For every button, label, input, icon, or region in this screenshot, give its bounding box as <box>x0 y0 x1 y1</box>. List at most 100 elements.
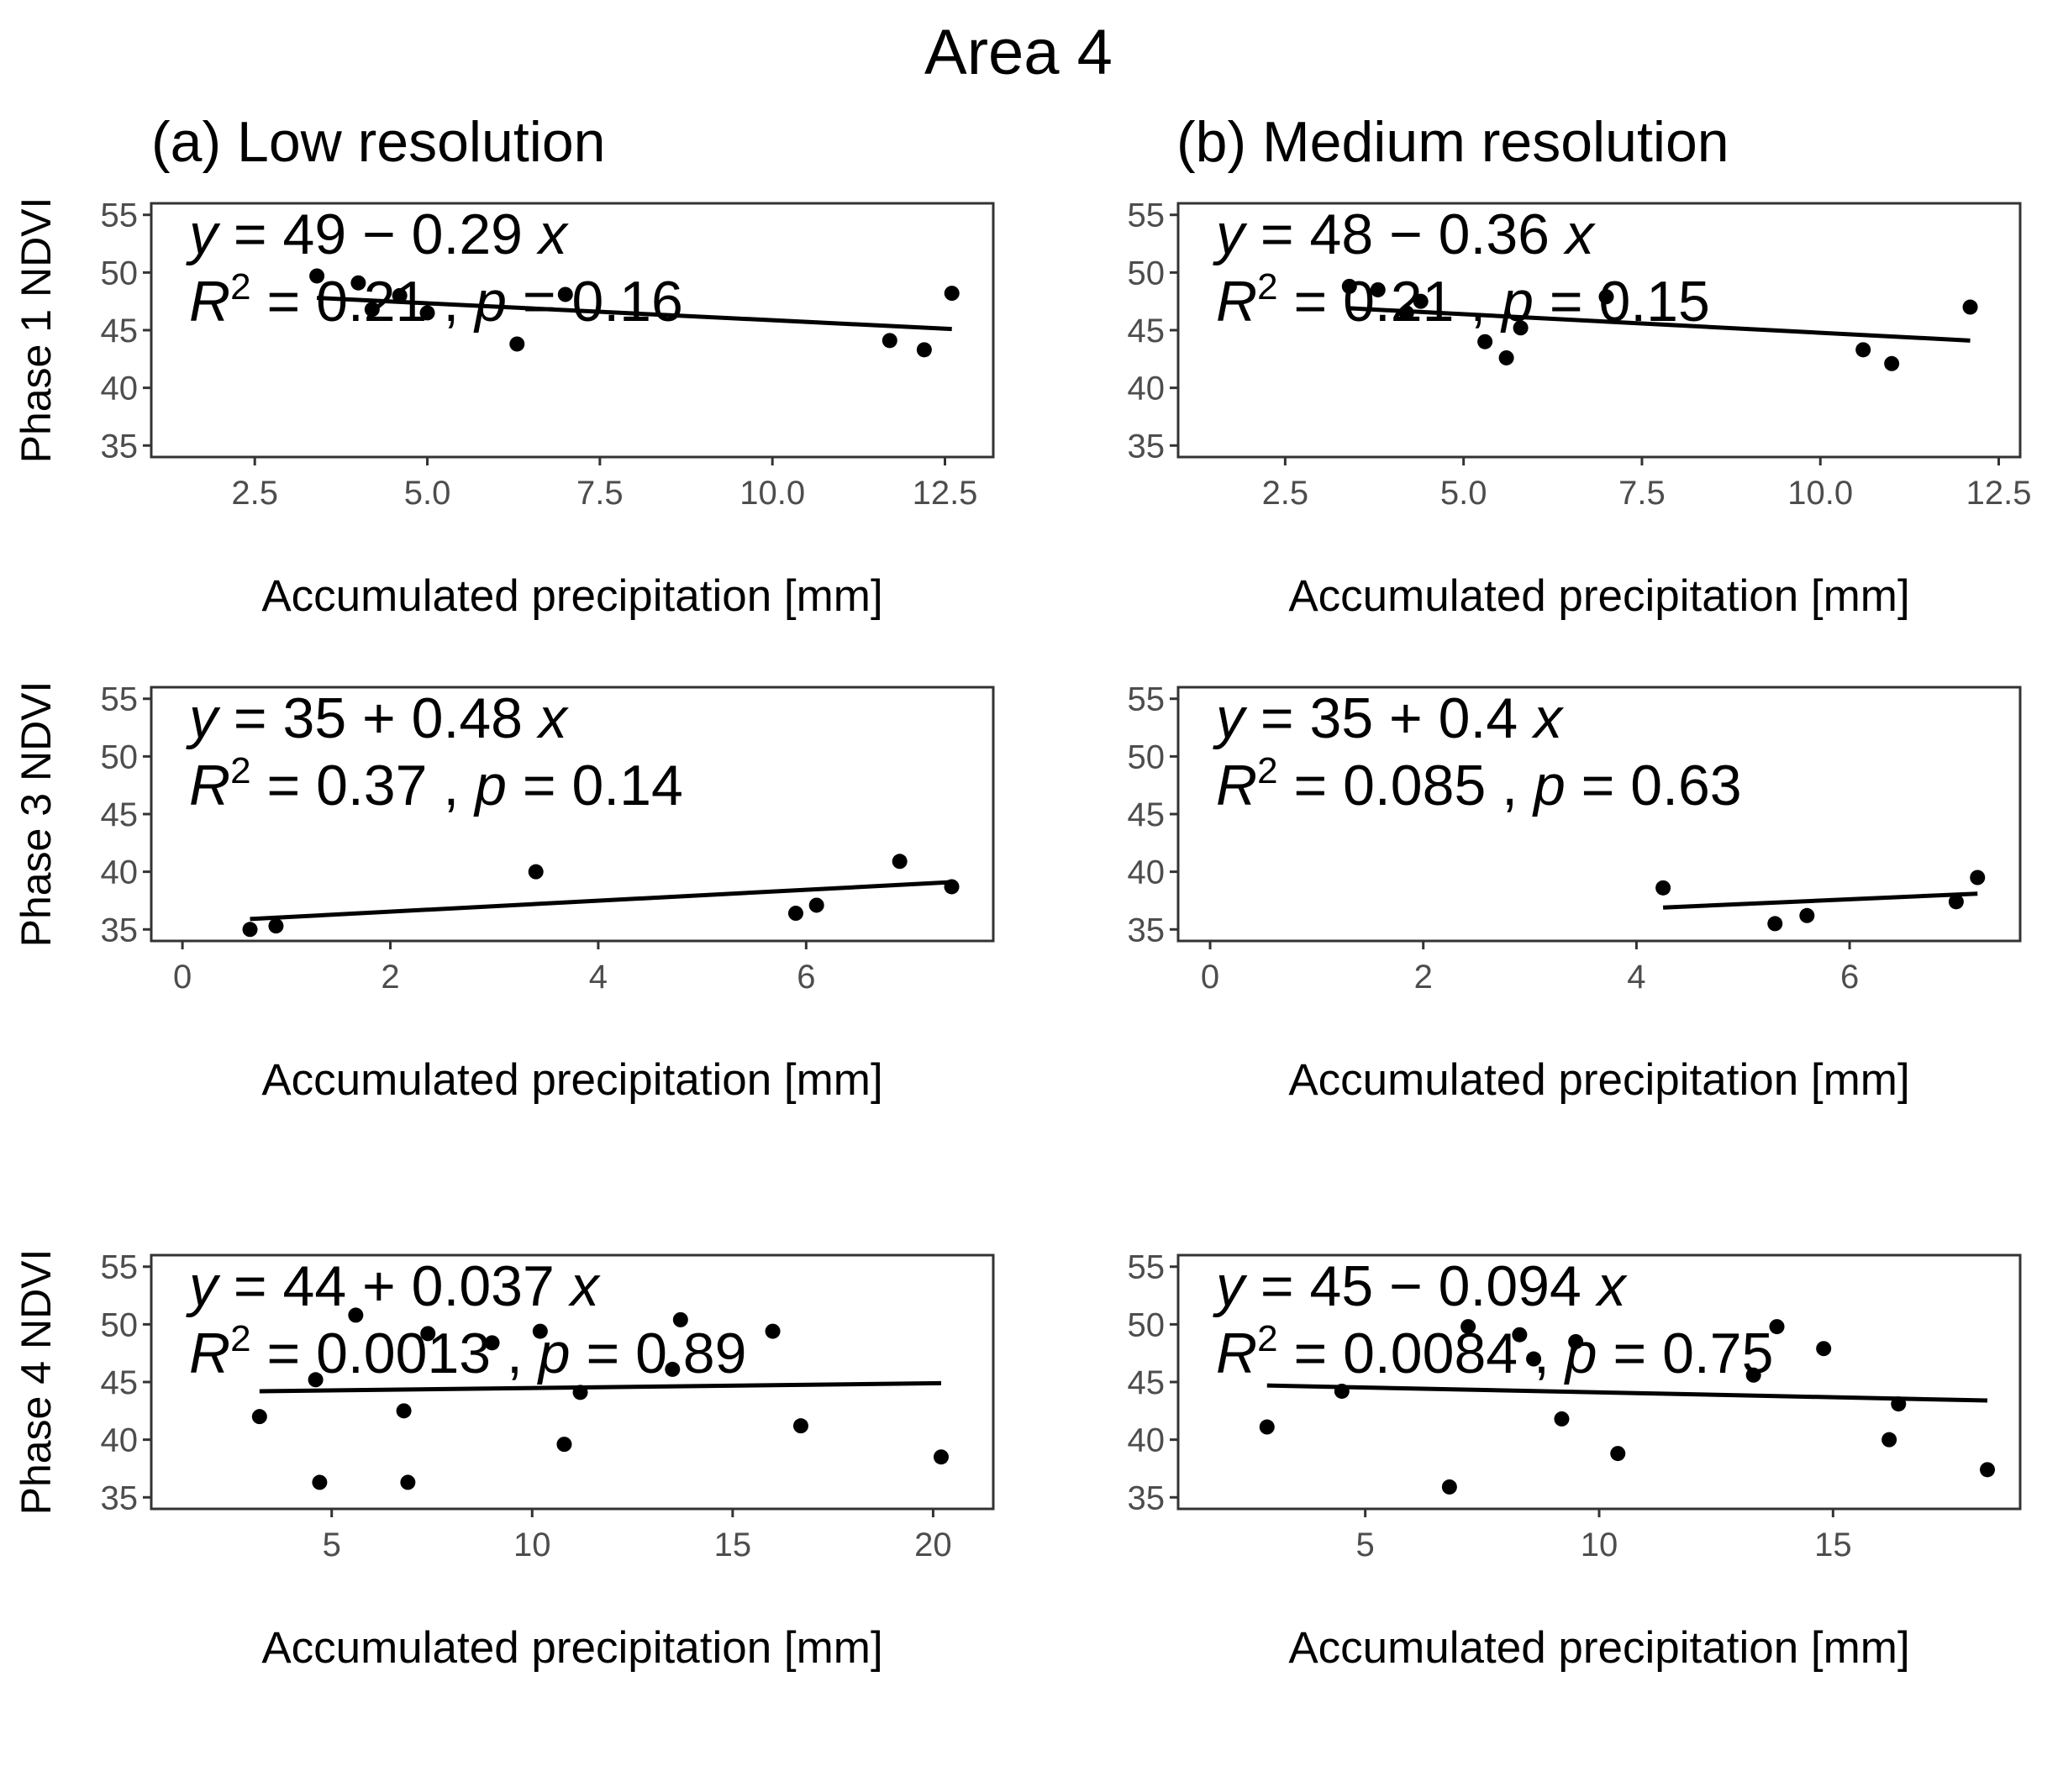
y-tick-label: 50 <box>101 1306 139 1343</box>
r-squared-p-value: R2 = 0.21 , p = 0.16 <box>189 266 683 334</box>
r-squared-part: p <box>1564 1322 1597 1385</box>
r-squared-part: = 0.15 <box>1534 270 1710 334</box>
regression-line <box>1266 1383 1988 1403</box>
x-tick-label: 2.5 <box>1262 475 1309 512</box>
regression-equation: y = 35 + 0.48 x <box>186 686 569 750</box>
y-tick-label: 50 <box>1128 255 1166 292</box>
data-point <box>251 1409 267 1425</box>
r-squared-part: R <box>189 1322 230 1385</box>
r-squared-part: = 0.14 <box>507 754 683 817</box>
r-squared-part: R <box>189 754 230 817</box>
x-tick-label: 5.0 <box>404 475 451 512</box>
x-tick-label: 10.0 <box>1787 475 1853 512</box>
data-point <box>1855 342 1871 358</box>
equation-part: x <box>1531 686 1564 750</box>
x-tick-label: 15 <box>1814 1527 1852 1563</box>
r-squared-part: 2 <box>230 1318 250 1359</box>
data-point <box>1767 916 1783 932</box>
x-tick-label: 4 <box>1627 959 1645 996</box>
r-squared-part: 2 <box>230 266 250 307</box>
x-tick-label: 10 <box>1581 1527 1618 1563</box>
data-point <box>350 275 366 291</box>
y-tick-label: 35 <box>101 912 139 949</box>
data-point <box>420 1326 436 1342</box>
regression-equation: y = 48 − 0.36 x <box>1213 202 1596 266</box>
y-tick-label: 50 <box>101 255 139 292</box>
y-tick-label: 40 <box>1128 1422 1166 1459</box>
data-point <box>1948 894 1964 910</box>
data-point <box>348 1307 364 1323</box>
data-point <box>1498 349 1514 365</box>
y-tick-label: 40 <box>1128 854 1166 891</box>
equation-part: x <box>1563 202 1596 266</box>
data-point <box>1512 1327 1528 1343</box>
data-point <box>1370 281 1386 297</box>
y-tick-label: 50 <box>1128 1306 1166 1343</box>
plot-frame <box>1176 202 2022 459</box>
data-point <box>419 305 435 321</box>
y-tick-label: 50 <box>1128 738 1166 775</box>
data-point <box>312 1474 328 1490</box>
data-point <box>509 336 525 352</box>
x-tick-label: 2.5 <box>231 475 278 512</box>
plot-frame <box>150 686 995 943</box>
y-tick-label: 45 <box>1128 313 1166 349</box>
x-tick-label: 7.5 <box>576 475 624 512</box>
y-tick-label: 55 <box>1128 1249 1166 1286</box>
r-squared-part: R <box>1216 754 1257 817</box>
y-tick-label: 35 <box>1128 912 1166 949</box>
r-squared-part: = 0.89 <box>571 1322 747 1385</box>
data-point <box>557 286 573 302</box>
data-point <box>1769 1319 1785 1335</box>
equation-part: y <box>1213 1254 1248 1318</box>
panel-phase1-medium: 35 40 45 50 55 2.5 5.0 7.5 10.0 12.5 y = 48 − 0.36… <box>1128 197 2032 621</box>
data-point <box>1655 880 1671 896</box>
r-squared-part: 2 <box>1257 1318 1277 1359</box>
regression-equation: y = 45 − 0.094 x <box>1213 1254 1628 1318</box>
data-point <box>1970 870 1986 885</box>
r-squared-part: = 0.21 , <box>1278 270 1503 334</box>
x-tick-label: 15 <box>714 1527 752 1563</box>
equation-part: y <box>1213 202 1248 266</box>
column-title-low-resolution: (a) Low resolution <box>151 110 605 174</box>
data-point <box>944 879 960 895</box>
x-tick-label: 5.0 <box>1440 475 1487 512</box>
r-squared-p-value: R2 = 0.21 , p = 0.15 <box>1216 266 1710 334</box>
data-point <box>1460 1319 1476 1335</box>
regression-line <box>316 296 952 332</box>
equation-part: y <box>186 1254 221 1318</box>
x-axis-label: Accumulated precipitation [mm] <box>1288 1623 1909 1673</box>
y-tick-label: 45 <box>101 1364 139 1401</box>
plot-frame <box>150 202 995 459</box>
data-point <box>1526 1351 1542 1367</box>
y-tick-label: 45 <box>101 313 139 349</box>
x-axis-label: Accumulated precipitation [mm] <box>261 571 882 621</box>
y-tick-label: 35 <box>101 428 139 465</box>
x-tick-label: 2 <box>1414 959 1433 996</box>
data-point <box>1745 1367 1761 1383</box>
r-squared-part: 2 <box>1257 750 1277 791</box>
equation-part: = 35 + 0.48 <box>218 686 539 750</box>
r-squared-part: = 0.21 , <box>251 270 476 334</box>
data-point <box>1962 299 1978 315</box>
x-tick-label: 6 <box>797 959 815 996</box>
equation-part: y <box>186 686 221 750</box>
data-point <box>1980 1462 1996 1478</box>
x-tick-label: 5 <box>1356 1527 1375 1563</box>
data-point <box>1554 1411 1570 1427</box>
y-tick-label: 40 <box>1128 370 1166 407</box>
r-squared-part: p <box>537 1322 571 1385</box>
data-point <box>787 906 803 922</box>
equation-part: = 44 + 0.037 <box>218 1254 571 1318</box>
r-squared-part: = 0.085 , <box>1278 754 1534 817</box>
y-tick-label: 45 <box>101 796 139 833</box>
y-tick-label: 55 <box>101 1249 139 1286</box>
r-squared-part: = 0.37 , <box>251 754 476 817</box>
y-axis-label: Phase 3 NDVI <box>13 681 60 948</box>
y-tick-label: 40 <box>101 1422 139 1459</box>
